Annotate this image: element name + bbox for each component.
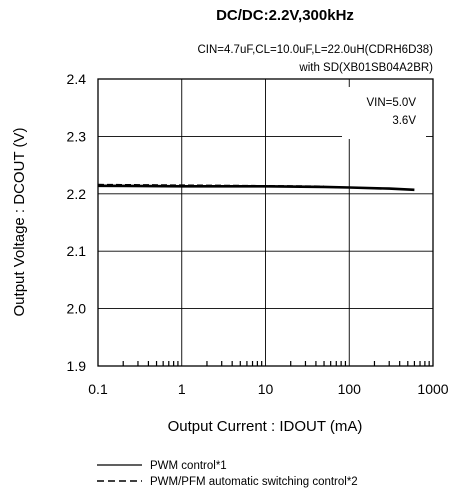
y-tick-labels: 1.9 2.0 2.1 2.2 2.3 2.4 xyxy=(67,71,87,374)
y-tick-label: 2.1 xyxy=(67,243,87,259)
x-tick-label: 10 xyxy=(258,381,274,397)
legend-label-pwm-pfm: PWM/PFM automatic switching control*2 xyxy=(150,476,358,488)
series-line-pwm xyxy=(97,184,415,192)
annotation-box xyxy=(342,87,426,139)
x-tick-label: 1 xyxy=(178,381,186,397)
y-tick-label: 2.3 xyxy=(67,128,87,144)
x-tick-labels: 0.1 1 10 100 1000 xyxy=(88,381,449,397)
legend-label-pwm: PWM control*1 xyxy=(150,460,227,472)
legend: PWM control*1 PWM/PFM automatic switchin… xyxy=(97,460,358,488)
chart-subtitle-line-2: with SD(XB01SB04A2BR) xyxy=(298,62,433,74)
chart-subtitle-line-1: CIN=4.7uF,CL=10.0uF,L=22.0uH(CDRH6D38) xyxy=(197,44,433,56)
data-series xyxy=(97,183,415,192)
series-line-pwm-pfm xyxy=(97,183,325,188)
annotation-vin-5v: VIN=5.0V xyxy=(366,97,416,109)
x-tick-label: 0.1 xyxy=(88,381,108,397)
minor-ticks xyxy=(122,361,430,366)
y-tick-label: 1.9 xyxy=(67,358,87,374)
y-tick-label: 2.0 xyxy=(67,301,87,317)
chart-title: DC/DC:2.2V,300kHz xyxy=(216,7,354,24)
y-axis-label: Output Voltage : DCOUT (V) xyxy=(11,128,28,317)
annotation-vin-3v6: 3.6V xyxy=(392,115,416,127)
x-axis-label: Output Current : IDOUT (mA) xyxy=(168,418,363,435)
y-tick-label: 2.4 xyxy=(67,71,87,87)
y-tick-label: 2.2 xyxy=(67,186,87,202)
x-tick-label: 1000 xyxy=(417,381,448,397)
plot-frame xyxy=(97,78,434,367)
x-tick-label: 100 xyxy=(338,381,362,397)
